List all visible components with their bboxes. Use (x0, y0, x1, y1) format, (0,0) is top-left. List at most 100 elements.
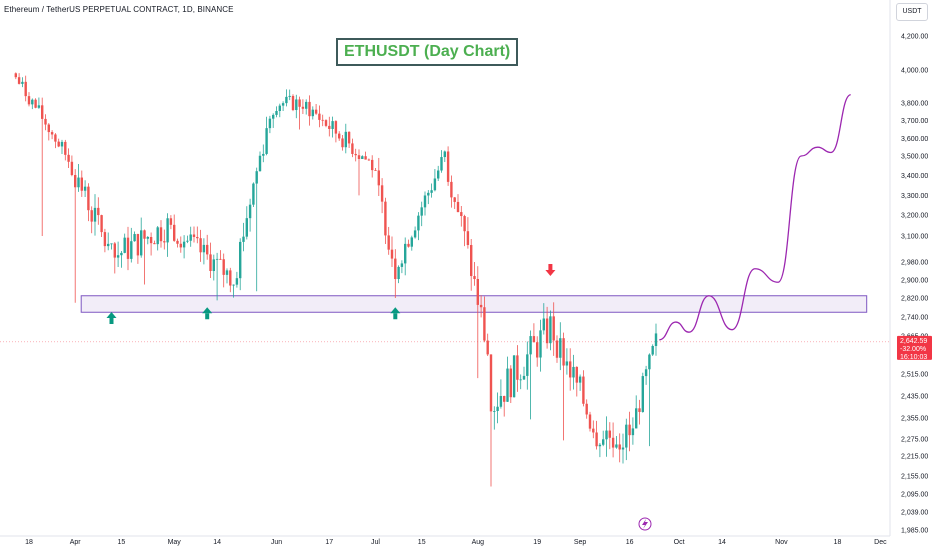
x-tick-label: Jun (271, 539, 282, 546)
candle (324, 119, 328, 128)
candle (351, 138, 354, 158)
candle (97, 197, 100, 225)
candle (318, 105, 321, 128)
candle (611, 422, 615, 458)
y-tick-label: 2,980.00 (901, 260, 928, 267)
candle (390, 236, 394, 268)
candle (37, 97, 41, 109)
x-tick-label: Oct (674, 539, 685, 546)
candle (618, 433, 621, 463)
candle (400, 260, 404, 274)
x-tick-label: 15 (118, 539, 126, 546)
y-tick-label: 4,000.00 (901, 68, 928, 75)
candle (278, 103, 281, 118)
candle (50, 130, 54, 140)
candle (608, 422, 611, 450)
lightning-icon[interactable] (638, 517, 652, 531)
candle (331, 116, 334, 138)
candle (450, 175, 453, 208)
support-zone[interactable] (80, 295, 868, 313)
candle (503, 395, 506, 417)
arrow-up-icon[interactable] (106, 312, 117, 324)
candle (146, 236, 149, 245)
candle (371, 155, 374, 178)
candle (308, 95, 311, 126)
y-tick-label: 3,500.00 (901, 154, 928, 161)
candle (585, 399, 588, 419)
candle (552, 302, 555, 356)
candle (225, 268, 229, 284)
candle (397, 265, 400, 284)
y-tick-label: 1,985.00 (901, 528, 928, 535)
candle (14, 72, 17, 80)
arrow-up-icon[interactable] (202, 307, 213, 320)
candle (394, 249, 397, 298)
candle (506, 356, 509, 402)
candle (417, 212, 420, 241)
candle (519, 374, 522, 390)
candle (130, 227, 133, 263)
x-tick-label: Apr (70, 539, 82, 546)
y-tick-label: 2,039.00 (901, 510, 928, 517)
candle (24, 75, 27, 102)
candle (354, 148, 357, 162)
candle (529, 330, 532, 420)
candle (57, 138, 60, 148)
price-badge: 2,642.59-32.00%16:10:03 (897, 335, 932, 361)
candle (199, 229, 202, 262)
candle (628, 411, 631, 452)
candle (347, 131, 351, 149)
candle (532, 323, 536, 343)
candles (14, 72, 658, 487)
candle (123, 233, 126, 254)
candle (621, 433, 625, 464)
candle (17, 73, 21, 85)
candle (298, 96, 301, 130)
candle (592, 420, 595, 439)
currency-button[interactable]: USDT (896, 3, 928, 21)
price-badge-countdown: 16:10:03 (900, 354, 927, 361)
candle (334, 120, 338, 143)
candle (232, 284, 235, 298)
candle (67, 148, 70, 168)
candle (215, 252, 219, 301)
candle (87, 183, 90, 222)
candle (288, 89, 291, 101)
candle (470, 238, 473, 291)
candle (295, 94, 298, 119)
y-tick-label: 3,400.00 (901, 173, 928, 180)
x-tick-label: 18 (25, 539, 33, 546)
candle (27, 92, 31, 107)
candle (189, 226, 192, 247)
candle (410, 235, 413, 251)
candle (305, 99, 308, 115)
y-tick-label: 3,100.00 (901, 234, 928, 241)
candle (588, 411, 592, 432)
candle (377, 157, 380, 197)
x-tick-label: Aug (472, 539, 485, 546)
candle (196, 226, 199, 244)
projection-path[interactable] (659, 94, 852, 341)
x-tick-label: 14 (213, 539, 221, 546)
candle (427, 190, 430, 205)
candle (314, 104, 318, 115)
candle (453, 196, 456, 209)
y-tick-label: 2,900.00 (901, 278, 928, 285)
candle (338, 131, 341, 141)
y-tick-label: 2,820.00 (901, 296, 928, 303)
candle (430, 183, 433, 198)
candle (159, 220, 163, 248)
candle (209, 242, 212, 279)
arrow-up-icon[interactable] (390, 307, 401, 320)
candle (192, 226, 196, 243)
candle (70, 155, 74, 177)
candle (631, 417, 635, 445)
y-tick-label: 4,200.00 (901, 34, 928, 41)
candle (423, 191, 427, 216)
candle (153, 240, 156, 245)
y-tick-label: 2,355.00 (901, 416, 928, 423)
arrow-down-icon[interactable] (545, 264, 556, 276)
candle (41, 97, 44, 236)
